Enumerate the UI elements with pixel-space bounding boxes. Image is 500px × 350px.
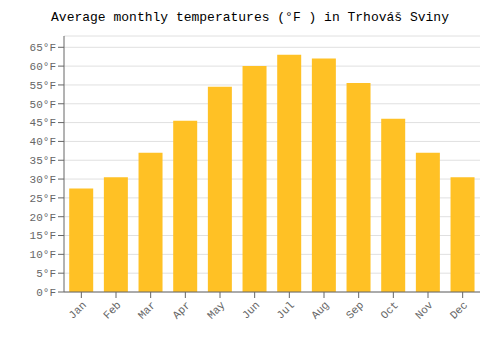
svg-text:Dec: Dec (448, 299, 470, 321)
svg-text:May: May (205, 299, 228, 322)
svg-text:Mar: Mar (136, 299, 158, 321)
svg-text:Nov: Nov (413, 299, 436, 322)
svg-text:65°F: 65°F (30, 42, 56, 54)
svg-text:5°F: 5°F (36, 268, 56, 280)
svg-text:15°F: 15°F (30, 230, 56, 242)
svg-text:Jun: Jun (240, 299, 262, 321)
svg-text:Jul: Jul (274, 299, 296, 321)
svg-text:20°F: 20°F (30, 212, 56, 224)
svg-text:50°F: 50°F (30, 99, 56, 111)
svg-text:10°F: 10°F (30, 249, 56, 261)
svg-text:Feb: Feb (101, 299, 123, 321)
svg-text:0°F: 0°F (36, 287, 56, 299)
svg-text:Oct: Oct (378, 299, 400, 321)
svg-text:Aug: Aug (309, 299, 331, 321)
svg-text:45°F: 45°F (30, 117, 56, 129)
html-text:Average monthly temperatures (: Average monthly temperatures (°F ) in Tr… (51, 10, 449, 25)
svg-text:Jan: Jan (66, 299, 88, 321)
svg-text:35°F: 35°F (30, 155, 56, 167)
svg-text:Apr: Apr (170, 299, 192, 321)
svg-text:40°F: 40°F (30, 136, 56, 148)
svg-text:60°F: 60°F (30, 61, 56, 73)
svg-text:30°F: 30°F (30, 174, 56, 186)
svg-text:25°F: 25°F (30, 193, 56, 205)
svg-text:55°F: 55°F (30, 80, 56, 92)
svg-text:Sep: Sep (344, 299, 366, 321)
